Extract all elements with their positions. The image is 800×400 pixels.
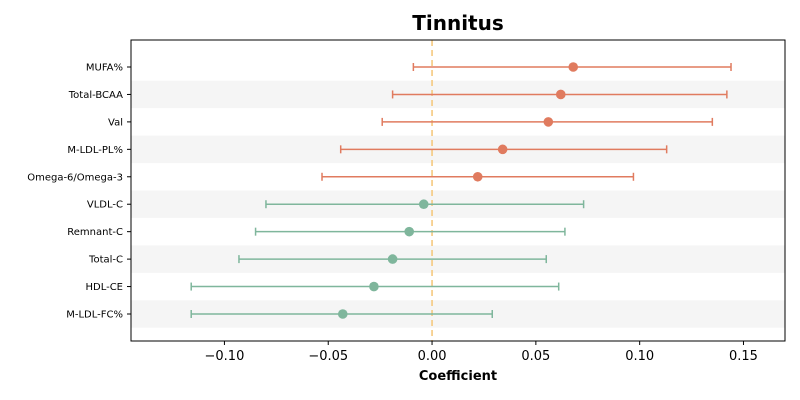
estimate-point bbox=[387, 254, 398, 264]
y-tick-label: Total-C bbox=[88, 255, 123, 266]
y-tick-label: Omega-6/Omega-3 bbox=[27, 172, 123, 183]
estimate-point bbox=[555, 89, 566, 100]
x-tick-label: 0.05 bbox=[521, 349, 550, 364]
x-tick-label: 0.10 bbox=[625, 349, 654, 364]
estimate-point bbox=[404, 226, 415, 237]
estimate-point bbox=[337, 309, 348, 319]
y-tick-label: MUFA% bbox=[86, 63, 123, 74]
estimate-point bbox=[418, 199, 429, 210]
estimate-point bbox=[568, 62, 579, 72]
estimate-point bbox=[369, 281, 379, 292]
x-tick-label: 0.15 bbox=[729, 349, 758, 364]
estimate-point bbox=[497, 144, 508, 155]
y-tick-label: Val bbox=[108, 117, 123, 128]
x-tick-label: −0.10 bbox=[205, 349, 245, 364]
y-tick-label: Remnant-C bbox=[67, 227, 123, 238]
x-tick-label: 0.00 bbox=[418, 349, 447, 364]
plot-area: MUFA% Total-BCAA Val M-LDL-PL% Omega-6/Omega… bbox=[27, 39, 786, 364]
y-tick-label: M-LDL-PL% bbox=[67, 145, 123, 156]
plot-frame bbox=[130, 39, 786, 342]
x-tick-label: −0.05 bbox=[308, 349, 348, 364]
y-tick-label: Total-BCAA bbox=[68, 90, 123, 101]
estimate-point bbox=[543, 117, 554, 127]
estimate-point bbox=[472, 171, 483, 182]
x-axis-label: Coefficient bbox=[419, 369, 497, 384]
y-tick-label: M-LDL-FC% bbox=[66, 310, 123, 321]
y-tick-label: VLDL-C bbox=[87, 200, 123, 211]
y-tick-label: HDL-CE bbox=[85, 282, 123, 293]
chart-title: Tinnitus bbox=[412, 11, 504, 35]
